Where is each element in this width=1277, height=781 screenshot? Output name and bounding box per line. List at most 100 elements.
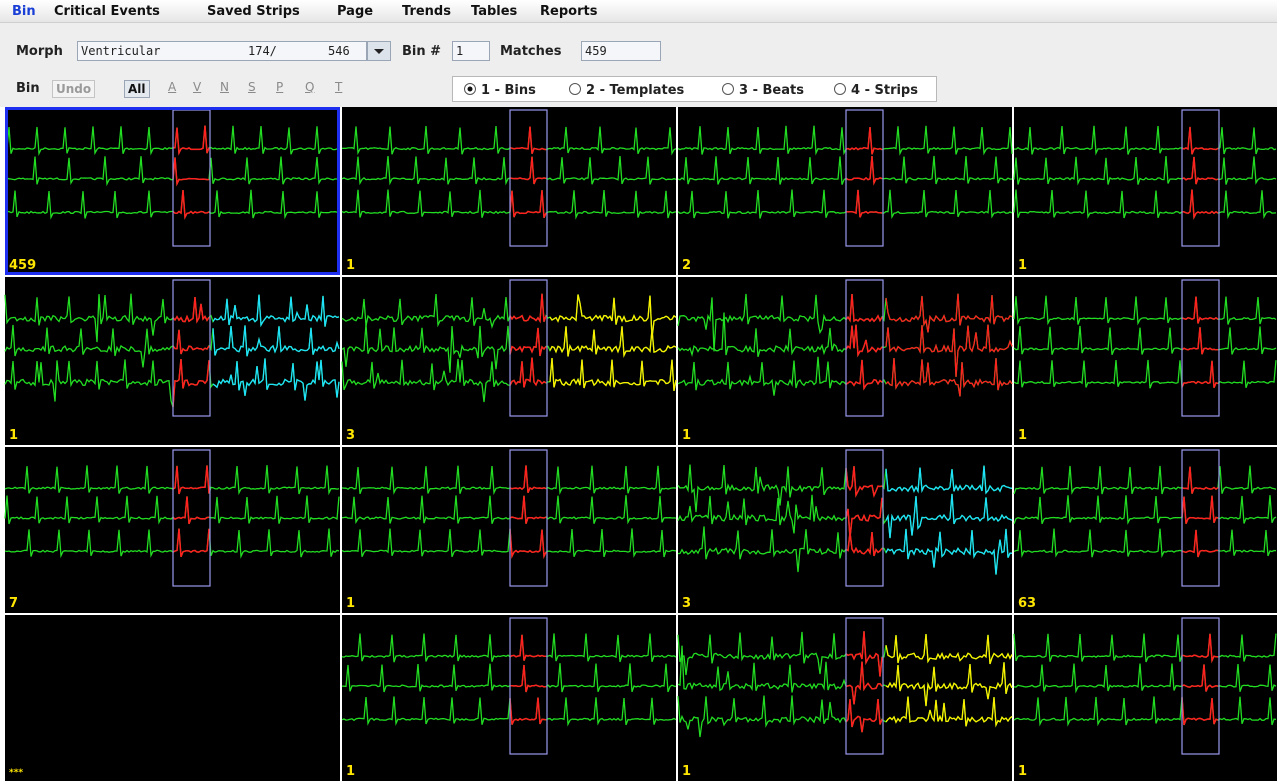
radio-option[interactable]: 3 - Beats bbox=[721, 82, 804, 98]
undo-button[interactable]: Undo bbox=[52, 80, 96, 98]
morph-label: Morph bbox=[16, 44, 63, 59]
menu-item[interactable]: Critical Events bbox=[54, 4, 160, 19]
dropdown-button[interactable] bbox=[367, 41, 391, 61]
ecg-trace-alt bbox=[212, 294, 340, 328]
ecg-trace-alt bbox=[885, 493, 1013, 539]
tile-background bbox=[342, 277, 676, 445]
morph-total: 546 bbox=[328, 44, 350, 58]
ecg-trace bbox=[1013, 125, 1277, 156]
morph-combo[interactable]: Ventricular 174/ 546 bbox=[77, 41, 367, 61]
bin-tile[interactable]: 1 bbox=[1013, 277, 1277, 445]
bin-tile[interactable]: 1 bbox=[341, 447, 677, 613]
ecg-trace-alt bbox=[885, 528, 1012, 575]
menu-item[interactable]: Bin bbox=[12, 4, 36, 19]
menu-item[interactable]: Saved Strips bbox=[207, 4, 300, 19]
ecg-trace bbox=[4, 495, 340, 525]
bin-number-field[interactable]: 1 bbox=[452, 41, 490, 61]
filter-button[interactable]: Q bbox=[305, 80, 315, 94]
matches-value: 459 bbox=[585, 44, 607, 58]
bin-tile[interactable]: *** bbox=[5, 615, 340, 781]
bin-tile[interactable]: 1 bbox=[1013, 615, 1277, 781]
menu-item[interactable]: Trends bbox=[402, 4, 451, 19]
ecg-trace-highlight bbox=[1181, 360, 1219, 388]
bin-count: 63 bbox=[1018, 596, 1036, 611]
radio-option[interactable]: 1 - Bins bbox=[463, 82, 536, 98]
beat-window bbox=[509, 449, 548, 587]
radio-circle bbox=[464, 83, 476, 95]
dropdown-arrow bbox=[374, 49, 384, 54]
beat-window bbox=[1181, 617, 1220, 755]
bin-grid: 459 1 2 11 3 1 17 1 3 63*** 1 1 1 bbox=[0, 107, 1277, 781]
beat-window bbox=[845, 449, 884, 587]
ecg-trace bbox=[1013, 359, 1277, 390]
filter-button[interactable]: S bbox=[248, 80, 256, 94]
ecg-trace-highlight bbox=[172, 465, 210, 495]
bin-count: 459 bbox=[9, 258, 36, 273]
radio-option[interactable]: 2 - Templates bbox=[568, 82, 684, 98]
ecg-trace bbox=[677, 189, 1013, 220]
bin-tile[interactable]: 1 bbox=[1013, 107, 1277, 275]
ecg-trace-highlight bbox=[509, 327, 547, 357]
beat-window bbox=[509, 617, 548, 755]
beat-window bbox=[845, 279, 884, 417]
morph-value: Ventricular bbox=[81, 44, 161, 58]
radio-option[interactable]: 4 - Strips bbox=[833, 82, 918, 98]
bin-number-label: Bin # bbox=[402, 44, 442, 59]
filter-button[interactable]: A bbox=[168, 80, 177, 94]
bin-count: 1 bbox=[346, 258, 355, 273]
filter-button[interactable]: All bbox=[124, 80, 150, 98]
bin-tile[interactable]: 1 bbox=[677, 615, 1013, 781]
filter-button[interactable]: N bbox=[220, 80, 229, 94]
beat-window bbox=[1181, 449, 1220, 587]
morph-count: 174/ bbox=[248, 44, 277, 58]
menu-item[interactable]: Page bbox=[337, 4, 374, 19]
bin-tile[interactable]: 1 bbox=[4, 277, 340, 445]
ecg-trace bbox=[341, 528, 677, 559]
ecg-trace-highlight bbox=[172, 329, 210, 355]
ecg-trace bbox=[1013, 696, 1277, 727]
bin-tile[interactable]: 7 bbox=[4, 447, 340, 613]
ecg-trace-alt bbox=[885, 662, 1013, 707]
ecg-trace-highlight bbox=[172, 190, 210, 220]
bin-tile[interactable]: 3 bbox=[677, 447, 1013, 613]
bin-count: 1 bbox=[682, 428, 691, 443]
bin-tile[interactable]: 1 bbox=[341, 615, 677, 781]
bin-count: 2 bbox=[682, 258, 691, 273]
ecg-trace-highlight bbox=[1181, 664, 1219, 692]
filter-button[interactable]: T bbox=[335, 80, 343, 94]
ecg-trace-highlight bbox=[509, 634, 546, 661]
radio-label: 1 - Bins bbox=[481, 83, 536, 98]
filter-button[interactable]: V bbox=[193, 80, 202, 94]
ecg-trace bbox=[1013, 189, 1277, 220]
ecg-trace-highlight bbox=[172, 157, 210, 187]
bin-count: 1 bbox=[346, 596, 355, 611]
radio-label: 4 - Strips bbox=[851, 83, 918, 98]
ecg-trace-alt bbox=[885, 465, 1013, 495]
tile-background bbox=[5, 615, 340, 781]
bin-tile[interactable]: 1 bbox=[677, 277, 1013, 445]
bin-number-value: 1 bbox=[456, 44, 464, 58]
beat-window bbox=[845, 109, 884, 247]
bin-count: 1 bbox=[1018, 428, 1027, 443]
ecg-trace-highlight bbox=[172, 125, 210, 156]
tile-background bbox=[342, 447, 676, 613]
ecg-trace-highlight bbox=[845, 359, 883, 391]
tile-background bbox=[1014, 277, 1277, 445]
ecg-trace-highlight bbox=[845, 532, 883, 557]
bin-tile[interactable]: 2 bbox=[677, 107, 1013, 275]
bin-tile[interactable]: 459 bbox=[4, 107, 340, 275]
radio-circle bbox=[722, 83, 734, 95]
bin-tile[interactable]: 1 bbox=[341, 107, 677, 275]
ecg-trace bbox=[341, 126, 677, 156]
menu-item[interactable]: Tables bbox=[471, 4, 518, 19]
bin-tile[interactable]: 3 bbox=[341, 277, 677, 445]
bin-tile[interactable]: 63 bbox=[1013, 447, 1277, 613]
beat-window bbox=[172, 449, 211, 587]
view-options: 1 - Bins 2 - Templates 3 - Beats 4 - Strips bbox=[452, 76, 937, 102]
menu-item[interactable]: Reports bbox=[540, 4, 598, 19]
ecg-trace bbox=[341, 663, 677, 693]
filter-button[interactable]: P bbox=[276, 80, 284, 94]
ecg-trace-alt bbox=[885, 358, 1013, 397]
bin-count: 3 bbox=[346, 428, 355, 443]
